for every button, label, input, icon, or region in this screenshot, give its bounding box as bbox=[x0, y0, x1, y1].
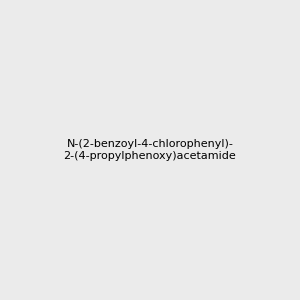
Text: N-(2-benzoyl-4-chlorophenyl)-
2-(4-propylphenoxy)acetamide: N-(2-benzoyl-4-chlorophenyl)- 2-(4-propy… bbox=[64, 139, 236, 161]
